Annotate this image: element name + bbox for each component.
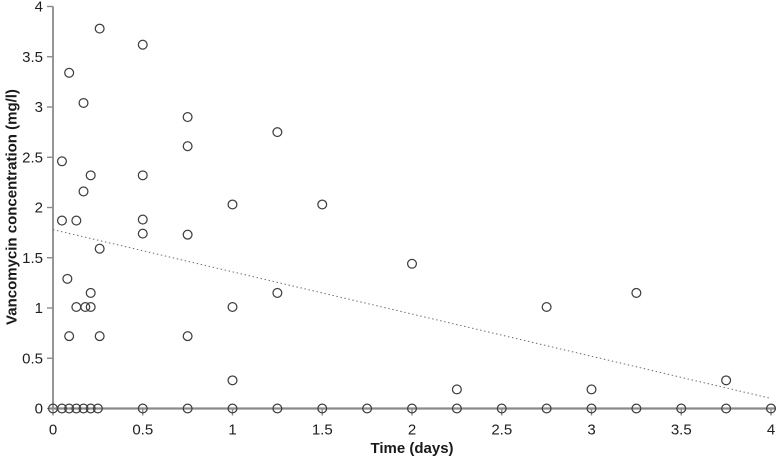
y-tick-label: 1: [35, 300, 43, 317]
data-point: [362, 403, 373, 414]
data-point: [406, 403, 418, 414]
data-point: [272, 127, 283, 138]
y-axis-title: Vancomycin concentration (mg/l): [3, 89, 21, 325]
data-point: [631, 403, 642, 414]
data-point: [71, 215, 82, 226]
x-tick-label: 0: [49, 422, 57, 439]
data-point: [56, 156, 67, 167]
data-point: [137, 228, 148, 239]
data-point: [62, 273, 73, 284]
data-point: [56, 403, 67, 414]
y-tick-label: 3.5: [22, 49, 43, 66]
x-axis-title: Time (days): [370, 440, 454, 457]
data-point: [721, 375, 732, 386]
y-tick-label: 0.5: [22, 350, 43, 367]
data-point: [182, 112, 193, 123]
y-tick-label: 3: [35, 99, 43, 116]
data-point: [765, 403, 776, 414]
data-point: [85, 403, 96, 414]
data-point: [676, 403, 687, 414]
data-point: [137, 39, 148, 50]
data-point: [64, 403, 75, 414]
data-point: [64, 67, 75, 78]
x-tick-label: 4: [767, 422, 775, 439]
data-point: [85, 301, 96, 313]
data-point: [631, 287, 642, 298]
data-point: [227, 403, 238, 414]
x-tick-label: 1.5: [312, 422, 333, 439]
data-point: [586, 403, 597, 414]
x-tick-label: 2.5: [491, 422, 512, 439]
data-point: [137, 403, 148, 414]
data-point: [317, 199, 328, 210]
x-tick-label: 3.5: [671, 422, 692, 439]
data-point: [71, 301, 82, 313]
data-point: [406, 258, 418, 269]
data-point: [721, 403, 732, 414]
data-point: [182, 331, 193, 342]
data-point: [64, 331, 75, 342]
data-point: [496, 403, 507, 414]
x-tick-label: 1: [228, 422, 236, 439]
data-point: [85, 170, 96, 181]
data-point: [78, 403, 89, 414]
data-point: [227, 301, 238, 313]
data-point: [137, 214, 148, 225]
data-point: [272, 287, 283, 298]
data-point: [56, 215, 67, 226]
x-tick-label: 0.5: [132, 422, 153, 439]
data-point: [227, 375, 238, 386]
y-tick-label: 1.5: [22, 250, 43, 267]
y-tick-label: 4: [35, 0, 43, 16]
trend-line: [52, 229, 772, 399]
data-point: [94, 331, 105, 342]
data-point: [586, 384, 597, 395]
data-point: [317, 403, 328, 414]
data-point: [92, 403, 103, 414]
y-tick-label: 2: [35, 200, 43, 217]
data-point: [451, 403, 462, 414]
x-tick-label: 2: [408, 422, 416, 439]
data-point: [227, 199, 238, 210]
data-point: [85, 287, 96, 298]
x-tick-label: 3: [587, 422, 595, 439]
data-point: [71, 403, 82, 414]
data-point: [137, 170, 148, 181]
data-point: [94, 243, 105, 254]
data-point: [78, 97, 89, 109]
data-point: [182, 229, 193, 240]
data-point: [541, 403, 552, 414]
data-point: [80, 301, 91, 313]
y-tick-label: 0: [35, 401, 43, 418]
data-point: [182, 141, 193, 152]
data-point: [272, 403, 283, 414]
y-tick-label: 2.5: [22, 149, 43, 166]
data-point: [541, 301, 552, 313]
data-point: [182, 403, 193, 414]
data-point: [78, 186, 89, 197]
data-point: [94, 23, 105, 34]
data-point: [451, 384, 462, 395]
